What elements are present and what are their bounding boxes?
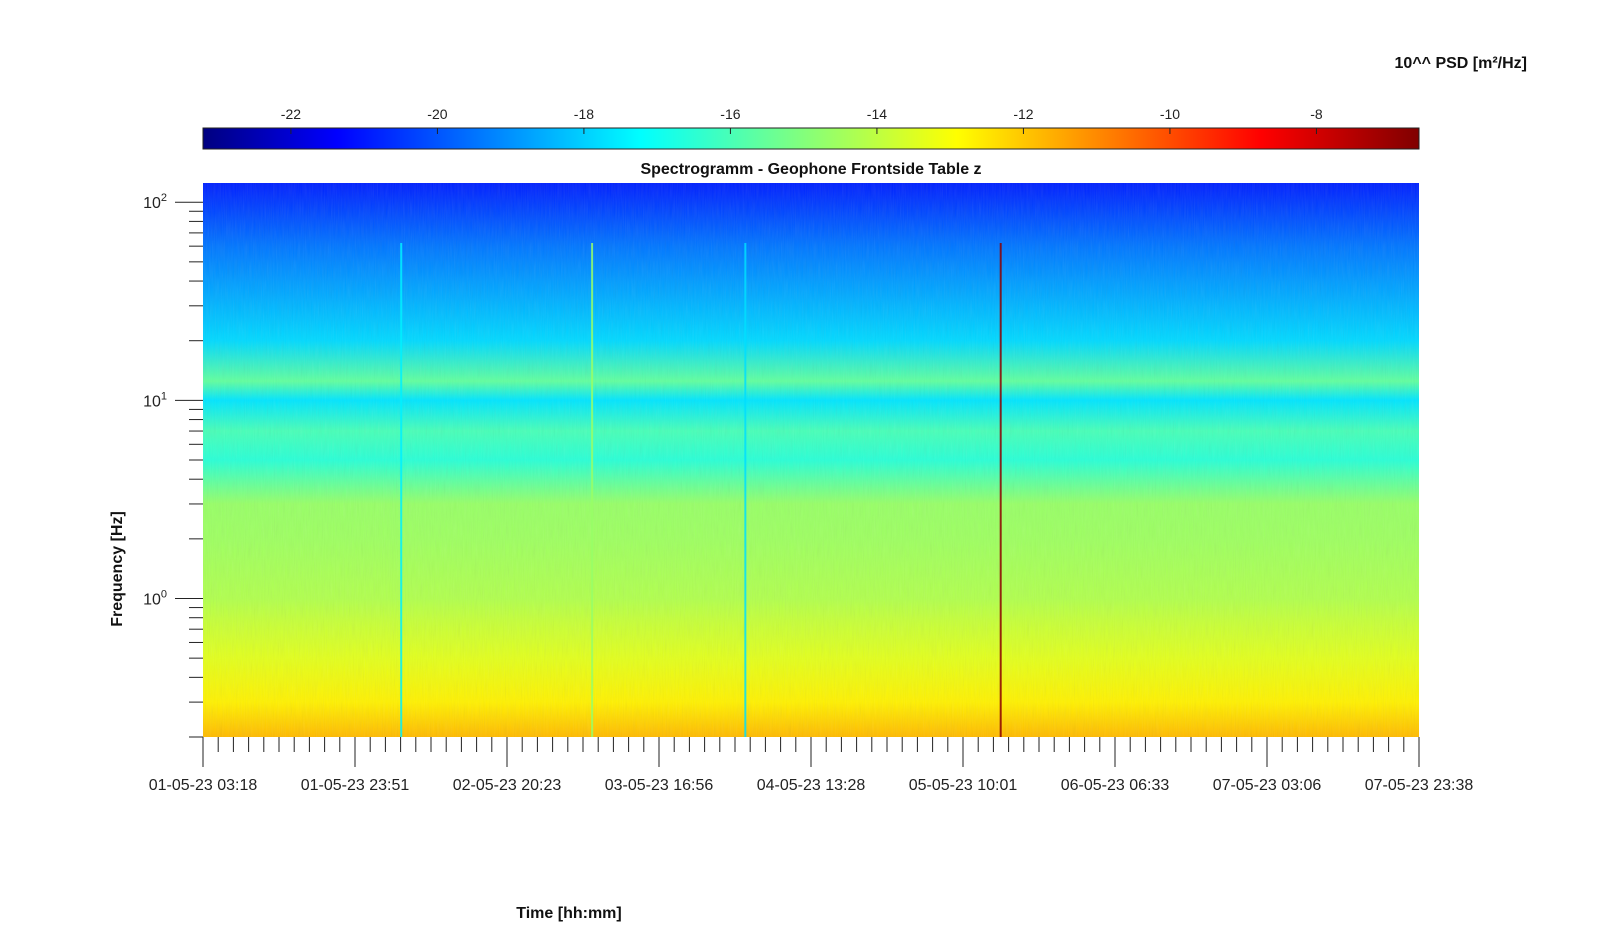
x-tick-label: 05-05-23 10:01 — [909, 777, 1018, 794]
events-layer — [400, 243, 1002, 737]
x-tick-label: 04-05-23 13:28 — [757, 777, 866, 794]
x-tick-label: 07-05-23 23:38 — [1365, 777, 1474, 794]
colorbar-tick-label: -12 — [1013, 106, 1033, 122]
colorbar-tick-label: -14 — [867, 106, 887, 122]
colorbar-tick-label: -20 — [427, 106, 447, 122]
x-axis: 01-05-23 03:18 01-05-23 23:51 02-05-23 20:… — [149, 737, 1474, 794]
y-tick-label: 101 — [143, 390, 167, 410]
colorbar-tick-label: -22 — [281, 106, 301, 122]
plot-area — [203, 183, 1419, 737]
x-tick-label: 01-05-23 03:18 — [149, 777, 258, 794]
colorbar-tick-label: -18 — [574, 106, 594, 122]
y-axis: 100 101 102 — [143, 192, 203, 738]
x-tick-label: 03-05-23 16:56 — [605, 777, 714, 794]
x-axis-label: Time [hh:mm] — [516, 905, 621, 922]
x-tick-label: 06-05-23 06:33 — [1061, 777, 1170, 794]
chart-title: Spectrogramm - Geophone Frontside Table … — [640, 161, 981, 178]
colorbar-tick-label: -8 — [1310, 106, 1323, 122]
colorbar-ticks: -22 -20 -18 -16 -14 -12 -10 -8 — [281, 106, 1323, 134]
x-tick-label: 07-05-23 03:06 — [1213, 777, 1322, 794]
y-tick-label: 102 — [143, 192, 167, 212]
x-tick-label: 01-05-23 23:51 — [301, 777, 410, 794]
y-axis-label: Frequency [Hz] — [109, 511, 126, 627]
colorbar-tick-label: -16 — [720, 106, 740, 122]
colorbar-tick-label: -10 — [1160, 106, 1180, 122]
colorbar: -22 -20 -18 -16 -14 -12 -10 -8 — [202, 106, 1420, 150]
y-tick-label: 100 — [143, 589, 167, 609]
heatmap-texture — [203, 183, 1419, 737]
colorbar-label: 10^^ PSD [m²/Hz] — [1395, 55, 1527, 72]
colorbar-gradient — [202, 127, 1420, 150]
x-tick-label: 02-05-23 20:23 — [453, 777, 562, 794]
